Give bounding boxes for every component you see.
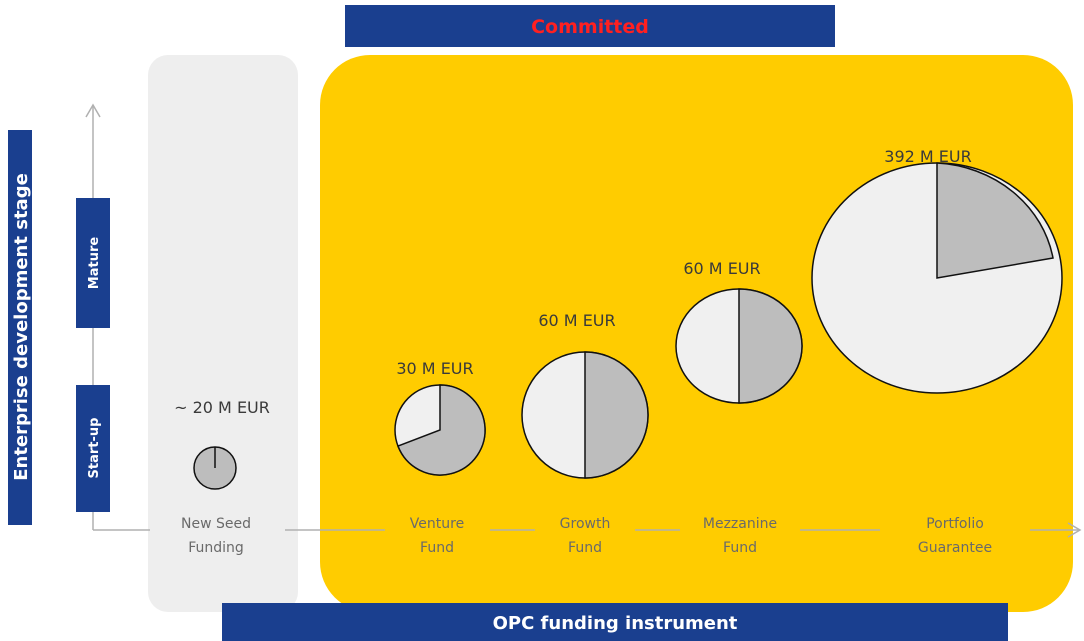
instrument-name: Portfolio <box>926 516 984 532</box>
stage-box <box>76 385 110 512</box>
instrument-name: New Seed <box>181 516 251 532</box>
instrument-name: Venture <box>410 516 464 532</box>
committed-label: Committed <box>531 16 649 38</box>
stage-label: Start-up <box>87 418 102 479</box>
amount: 60 M EUR <box>683 259 760 278</box>
instrument-name: Mezzanine <box>703 516 777 532</box>
instrument-name: Fund <box>568 540 602 556</box>
seed-panel <box>148 55 298 612</box>
stage-box <box>76 198 110 328</box>
y-axis-title: Enterprise development stage <box>11 173 32 481</box>
amount: ~ 20 M EUR <box>174 398 270 417</box>
instrument-name: Funding <box>188 540 244 556</box>
amount: 392 M EUR <box>884 147 971 166</box>
x-axis-bar <box>222 603 1008 641</box>
instrument-name: Fund <box>723 540 757 556</box>
instrument-name: Growth <box>560 516 611 532</box>
amount: 30 M EUR <box>396 359 473 378</box>
stage-label: Mature <box>87 237 102 290</box>
instrument-name: Guarantee <box>918 540 992 556</box>
committed-banner <box>345 5 835 47</box>
x-axis-title: OPC funding instrument <box>493 613 738 634</box>
instrument-name: Fund <box>420 540 454 556</box>
amount: 60 M EUR <box>538 311 615 330</box>
y-axis-bar <box>8 130 32 525</box>
pies <box>193 162 1063 490</box>
